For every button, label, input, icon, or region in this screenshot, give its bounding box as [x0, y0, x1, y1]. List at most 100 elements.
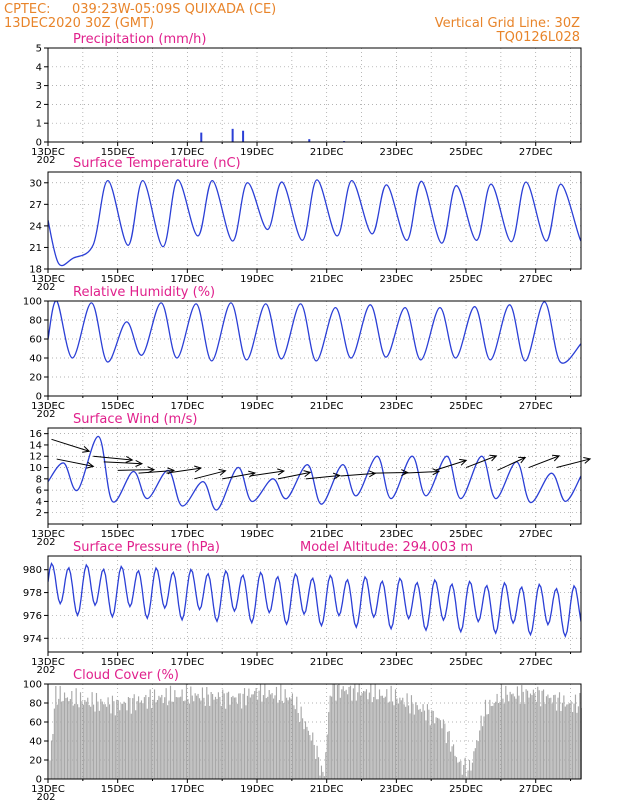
cloud-bar — [78, 707, 80, 779]
pres-subtitle: Model Altitude: 294.003 m — [300, 540, 473, 555]
cloud-bar — [110, 713, 112, 779]
pres-ytick-label: 976 — [23, 611, 42, 622]
cloud-bar — [525, 689, 527, 779]
cloud-bar — [296, 696, 298, 779]
cloud-bar — [156, 700, 159, 779]
cloud-bar — [241, 708, 243, 779]
cloud-bar — [177, 697, 179, 779]
cloud-bar — [335, 700, 337, 779]
wind-vector — [56, 458, 94, 467]
cloud-bar — [570, 701, 572, 779]
temp-xtick-label: 19DEC — [240, 274, 274, 285]
wind-vector — [249, 470, 284, 477]
cloud-bar — [486, 714, 488, 779]
cloud-bar — [468, 759, 471, 779]
pres-series-line — [48, 561, 581, 638]
cloud-bar — [139, 702, 141, 779]
cloud-bar — [223, 693, 225, 779]
cloud-bar — [474, 748, 476, 779]
cloud-bar — [190, 686, 192, 779]
wind-vector — [166, 467, 202, 474]
cloud-bar — [361, 693, 363, 779]
temp-xtick-label: 21DEC — [310, 274, 344, 285]
cloud-bar — [461, 774, 463, 779]
wind-vector — [277, 471, 311, 480]
wind-vector — [497, 457, 526, 471]
cloud-bar — [355, 700, 357, 779]
precip-title: Precipitation (mm/h) — [73, 32, 206, 47]
cloud-bar — [336, 685, 339, 779]
cloud-bar — [463, 764, 465, 779]
cloud-bar — [441, 728, 443, 779]
cloud-bar — [159, 697, 161, 779]
cloud-bar — [236, 703, 238, 779]
wind-vector-head — [583, 457, 592, 464]
cloud-bar — [516, 686, 518, 779]
cloud-bar — [146, 708, 148, 779]
cloud-bar — [342, 686, 344, 779]
cloud-bar — [72, 705, 74, 779]
wind-ytick-label: 12 — [29, 452, 42, 463]
cloud-bar — [531, 695, 533, 779]
cloud-bar — [97, 701, 99, 779]
temperature-panel: 18 21 24 27 30 13DEC 15DEC 17DEC 19DEC 21DEC 23DEC… — [29, 156, 582, 293]
cloud-bar — [493, 702, 495, 779]
wind-vector — [194, 470, 226, 480]
wind-series-line — [48, 435, 581, 511]
pres-xtick-label: 17DEC — [170, 657, 204, 668]
cloud-bar — [365, 689, 368, 779]
cloud-bar — [567, 704, 569, 779]
cloud-bar — [360, 695, 362, 779]
cloud-bar — [69, 698, 71, 779]
cloud-bar — [464, 757, 466, 779]
cloud-bar — [319, 775, 321, 779]
cloud-bar — [418, 709, 420, 779]
wind-vector — [465, 455, 497, 468]
cloud-bar — [191, 695, 193, 779]
wind-vector-head — [432, 468, 441, 476]
cloud-bar — [527, 690, 529, 779]
cloud-bar — [84, 700, 86, 779]
header-location: 039:23W-05:09S QUIXADA (CE) — [72, 2, 276, 17]
cloud-bar — [434, 723, 436, 779]
wind-vector-head — [125, 455, 134, 463]
cloud-bar — [214, 696, 217, 779]
cloud-bar — [227, 691, 230, 779]
cloud-bar — [410, 695, 413, 779]
precip-bar — [308, 139, 311, 142]
cloud-bar — [196, 695, 198, 779]
cloud-bar — [566, 704, 568, 779]
cloud-bar — [302, 718, 304, 779]
cloud-bar — [402, 697, 404, 779]
cloud-bar — [248, 688, 250, 779]
cloud-bar — [255, 688, 257, 779]
cloud-bar — [197, 693, 199, 779]
cloud-bar — [412, 703, 414, 779]
cloud-bar — [495, 701, 497, 779]
cloud-bar — [484, 699, 487, 779]
cloud-bar — [229, 704, 231, 779]
wind-vector — [51, 438, 90, 452]
temp-xtick-label: 23DEC — [379, 274, 413, 285]
cloud-bar — [540, 706, 542, 779]
cloud-bar — [450, 751, 452, 779]
cloud-bar — [362, 690, 365, 779]
rh-xtick-label: 21DEC — [310, 401, 344, 412]
rh-xtick-label: 17DEC — [170, 401, 204, 412]
pres-xtick-label: 25DEC — [449, 657, 483, 668]
cloud-bar — [119, 710, 121, 779]
cloud-bar — [376, 699, 378, 779]
cloud-bar — [447, 731, 449, 779]
cloud-bar — [445, 743, 447, 779]
wind-vector — [434, 459, 467, 471]
precip-xtick-label: 21DEC — [310, 147, 344, 158]
pres-year-stub: 202 — [36, 665, 55, 676]
cloud-bar — [59, 685, 61, 779]
cloud-bar — [193, 701, 195, 779]
cloud-bar — [438, 718, 440, 779]
cloud-bar — [389, 701, 391, 779]
cloud-bar — [267, 696, 269, 779]
cloud-bar — [392, 701, 394, 779]
cloud-bar — [429, 725, 431, 779]
cloud-bar — [560, 711, 562, 779]
